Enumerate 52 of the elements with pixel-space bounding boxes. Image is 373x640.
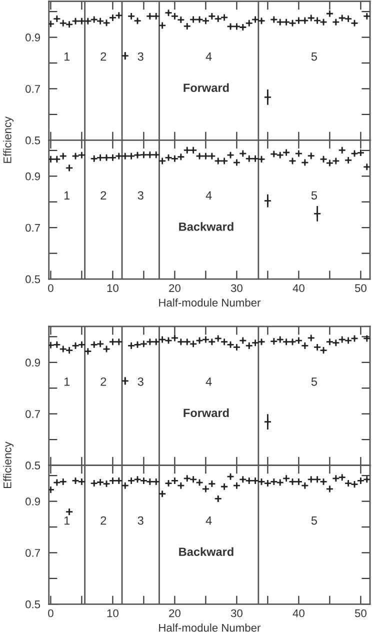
- annotation: 3: [138, 191, 144, 200]
- y-axis-title: Efficiency: [3, 442, 14, 488]
- y-tick-label: 0.7: [26, 548, 40, 557]
- y-tick-label: 0.7: [26, 84, 40, 93]
- y-tick-label: 0.5: [26, 275, 40, 284]
- annotation: 5: [311, 52, 318, 61]
- annotation: 5: [311, 378, 318, 386]
- annotation: 3: [138, 516, 144, 525]
- annotation: Backward: [179, 547, 234, 556]
- y-tick-label: 0.9: [26, 34, 40, 42]
- x-tick-label: 10: [107, 609, 118, 618]
- x-axis-title: Half-module Number: [159, 298, 261, 307]
- x-tick-label: 50: [354, 284, 366, 292]
- y-tick-label: 0.5: [26, 600, 40, 608]
- y-tick-label: 0.5: [26, 136, 40, 144]
- annotation: 2: [100, 191, 106, 200]
- x-tick-label: 50: [354, 609, 366, 618]
- annotation: 2: [100, 377, 106, 386]
- x-tick-label: 30: [230, 609, 242, 618]
- y-tick-label: 0.9: [26, 172, 40, 180]
- annotation: 1: [64, 52, 70, 61]
- annotation: 4: [206, 52, 212, 61]
- annotation: 1: [64, 191, 70, 200]
- x-tick-label: 20: [169, 284, 180, 292]
- annotation: Backward: [179, 222, 234, 231]
- x-tick-label: 20: [169, 609, 180, 618]
- annotation: 1: [64, 516, 70, 525]
- annotation: 3: [138, 52, 144, 61]
- x-tick-label: 30: [230, 284, 242, 292]
- x-axis-title: Half-module Number: [159, 624, 261, 632]
- annotation: 4: [206, 378, 212, 386]
- x-tick-label: 10: [107, 284, 118, 292]
- x-tick-label: 0: [48, 609, 54, 618]
- annotation: 5: [311, 191, 318, 200]
- y-axis-title: Efficiency: [3, 116, 14, 163]
- x-tick-label: 40: [292, 609, 304, 618]
- y-tick-label: 0.7: [26, 410, 40, 418]
- annotation: Forward: [184, 83, 229, 92]
- annotation: 3: [138, 377, 144, 386]
- y-tick-label: 0.9: [26, 498, 40, 506]
- y-tick-label: 0.9: [26, 358, 40, 367]
- annotation: 2: [100, 52, 106, 61]
- y-tick-label: 0.7: [26, 224, 40, 232]
- annotation: 4: [206, 516, 212, 525]
- annotation: 1: [64, 378, 70, 386]
- x-tick-label: 40: [292, 284, 304, 292]
- x-tick-label: 0: [48, 284, 54, 292]
- annotation: 5: [311, 516, 318, 525]
- y-tick-label: 0.5: [26, 462, 40, 470]
- annotation: Forward: [184, 408, 229, 418]
- annotation: 4: [206, 191, 212, 200]
- annotation: 2: [100, 516, 106, 525]
